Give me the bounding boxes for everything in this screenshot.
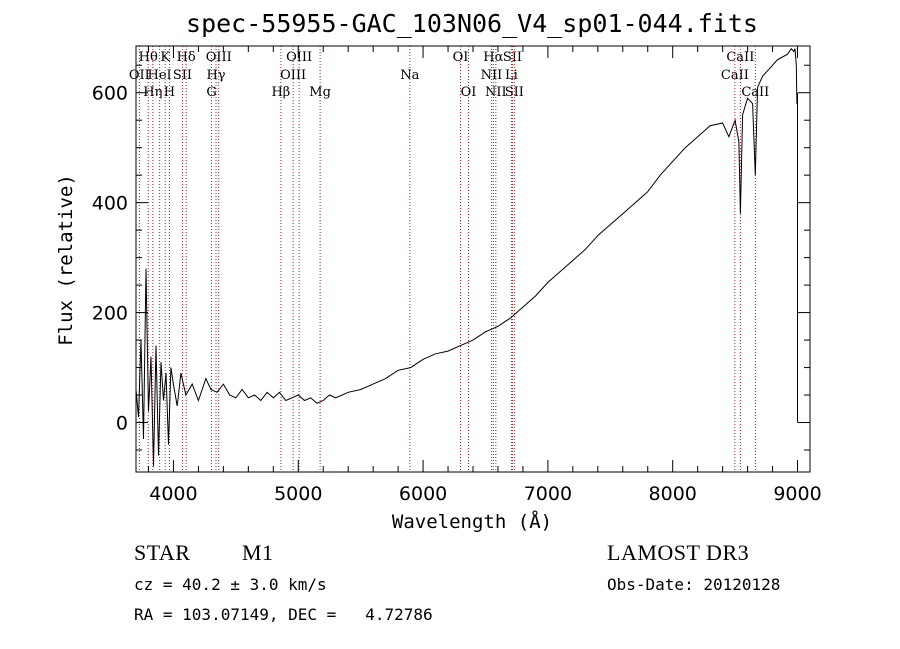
y-tick-label: 200 xyxy=(92,303,128,325)
emission-line-label: OII xyxy=(129,68,150,83)
emission-line-label: Hη xyxy=(143,85,162,100)
x-tick-label: 5000 xyxy=(274,483,322,505)
y-axis-label: Flux (relative) xyxy=(55,174,77,346)
emission-line-label: OIII xyxy=(206,50,232,65)
radec-text: RA = 103.07149, DEC = 4.72786 xyxy=(134,605,433,624)
object-class: STAR xyxy=(134,540,191,565)
emission-line-label: G xyxy=(206,85,216,100)
x-tick-label: 4000 xyxy=(149,483,197,505)
survey-name: LAMOST DR3 xyxy=(607,540,750,565)
emission-line-label: SII xyxy=(503,50,522,65)
spectrum-chart: spec-55955-GAC_103N06_V4_sp01-044.fits H… xyxy=(55,9,822,533)
x-tick-label: 8000 xyxy=(649,483,697,505)
emission-line-label: Na xyxy=(400,68,419,83)
emission-line-label: SII xyxy=(505,85,524,100)
emission-line-label: CaII xyxy=(721,68,749,83)
emission-line-label: NII xyxy=(485,85,507,100)
emission-line-label: Hα xyxy=(483,50,503,65)
emission-line-label: OIII xyxy=(286,50,312,65)
axes: 4000 5000 6000 7000 8000 9000 0 200 400 600 xyxy=(92,45,822,505)
y-tick-label: 600 xyxy=(92,83,128,105)
x-axis-label: Wavelength (Å) xyxy=(392,510,552,533)
emission-line-label: SII xyxy=(173,68,192,83)
emission-line-label: Hγ xyxy=(206,68,225,83)
obs-date-text: Obs-Date: 20120128 xyxy=(607,575,781,594)
plot-frame xyxy=(135,45,811,473)
emission-line-label: K xyxy=(160,50,170,65)
redshift-text: cz = 40.2 ± 3.0 km/s xyxy=(134,575,327,594)
x-tick-label: 9000 xyxy=(773,483,821,505)
emission-line-label: CaII xyxy=(741,85,769,100)
emission-line-label: OI xyxy=(453,50,469,65)
emission-line-label: Hθ xyxy=(139,50,158,65)
chart-title: spec-55955-GAC_103N06_V4_sp01-044.fits xyxy=(186,9,758,38)
emission-line-label: Mg xyxy=(309,85,331,100)
emission-line-label: NII xyxy=(481,68,503,83)
object-subclass: M1 xyxy=(242,540,274,565)
x-tick-label: 6000 xyxy=(399,483,447,505)
spectrum-line xyxy=(135,47,798,467)
emission-line-label: Li xyxy=(505,68,518,83)
emission-line-label: OIII xyxy=(280,68,306,83)
emission-line-label: CaII xyxy=(726,50,754,65)
emission-line-label: Hβ xyxy=(271,85,290,100)
emission-line-label: Hδ xyxy=(177,50,196,65)
emission-line-label: H xyxy=(164,85,175,100)
emission-line-label: OI xyxy=(461,85,477,100)
y-tick-label: 0 xyxy=(116,413,128,435)
spectrum-series xyxy=(135,47,798,467)
x-tick-label: 7000 xyxy=(524,483,572,505)
y-tick-label: 400 xyxy=(92,193,128,215)
emission-line-label: HeI xyxy=(148,68,172,83)
